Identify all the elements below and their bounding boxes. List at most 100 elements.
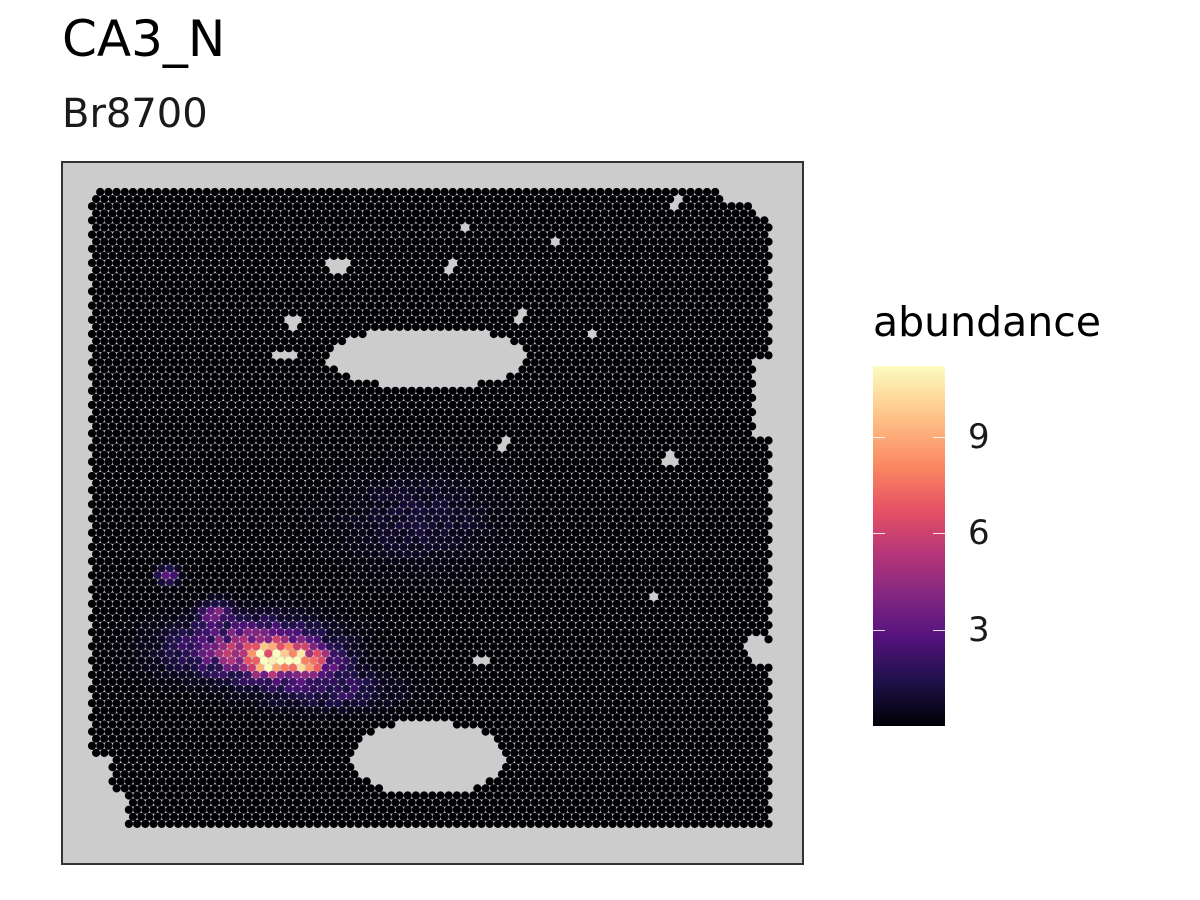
spot [260, 471, 269, 481]
spot [592, 606, 601, 616]
spot [206, 592, 215, 601]
spot [707, 209, 716, 218]
spot [428, 550, 437, 559]
spot [342, 599, 351, 608]
spot [739, 337, 749, 346]
spot [456, 244, 466, 253]
spot [543, 322, 552, 331]
spot [588, 216, 597, 225]
spot [174, 564, 183, 573]
spot [329, 294, 338, 303]
spot [239, 351, 248, 360]
spot [313, 521, 322, 530]
spot [194, 585, 203, 594]
spot [276, 400, 285, 410]
spot [485, 195, 494, 204]
spot [555, 443, 564, 452]
spot [321, 322, 330, 331]
spot [657, 294, 667, 303]
spot [108, 351, 117, 360]
spot [301, 571, 310, 580]
spot [383, 216, 392, 225]
spot [592, 294, 601, 303]
spot [231, 266, 240, 275]
spot [374, 528, 384, 537]
spot [96, 486, 105, 495]
spot [247, 322, 256, 331]
spot [149, 393, 158, 402]
spot [432, 585, 441, 594]
spot [678, 386, 687, 395]
spot [137, 628, 146, 637]
spot [502, 379, 511, 388]
spot [424, 571, 433, 580]
spot [493, 550, 502, 559]
spot [522, 429, 531, 438]
spot [711, 457, 720, 466]
spot [502, 479, 511, 488]
spot [260, 585, 269, 594]
spot [620, 500, 630, 509]
spot [231, 209, 240, 218]
spot [374, 216, 384, 225]
spot [674, 280, 683, 289]
spot [657, 535, 667, 545]
spot [260, 443, 269, 452]
spot [165, 351, 174, 360]
spot [100, 351, 109, 360]
spot [366, 571, 375, 580]
spot [374, 415, 384, 424]
spot [444, 479, 453, 488]
spot [592, 564, 601, 573]
spot [567, 550, 576, 559]
spot [702, 528, 712, 537]
spot [354, 564, 363, 573]
spot [670, 187, 679, 197]
spot [756, 592, 765, 601]
spot [538, 599, 548, 608]
spot [247, 379, 256, 388]
spot [264, 436, 273, 445]
spot [678, 202, 687, 211]
spot [104, 258, 113, 268]
spot [178, 514, 187, 523]
spot [752, 613, 761, 623]
spot [366, 315, 375, 324]
spot [600, 550, 609, 559]
spot [137, 429, 146, 438]
spot [407, 244, 416, 253]
spot [424, 542, 433, 552]
spot [198, 209, 207, 218]
spot [399, 599, 408, 608]
spot [284, 486, 293, 495]
spot [120, 415, 129, 424]
spot [473, 216, 482, 225]
spot [338, 436, 347, 445]
spot [748, 606, 757, 616]
spot [444, 294, 453, 303]
spot [612, 230, 621, 239]
spot [141, 592, 150, 601]
spot [489, 258, 498, 268]
spot [165, 237, 174, 246]
spot [407, 301, 416, 310]
spot [309, 599, 318, 608]
spot [555, 628, 564, 637]
spot [489, 386, 498, 395]
spot [739, 621, 749, 630]
spot [391, 486, 400, 495]
spot [657, 237, 667, 246]
spot [362, 280, 371, 289]
spot [485, 308, 494, 317]
spot [317, 329, 326, 339]
spot [231, 493, 240, 502]
spot [268, 301, 277, 310]
spot [493, 493, 502, 502]
spot [682, 450, 691, 459]
spot [137, 557, 146, 566]
spot [694, 585, 703, 594]
spot [210, 258, 220, 268]
spot [547, 628, 556, 637]
spot [686, 273, 695, 282]
spot [420, 237, 429, 246]
